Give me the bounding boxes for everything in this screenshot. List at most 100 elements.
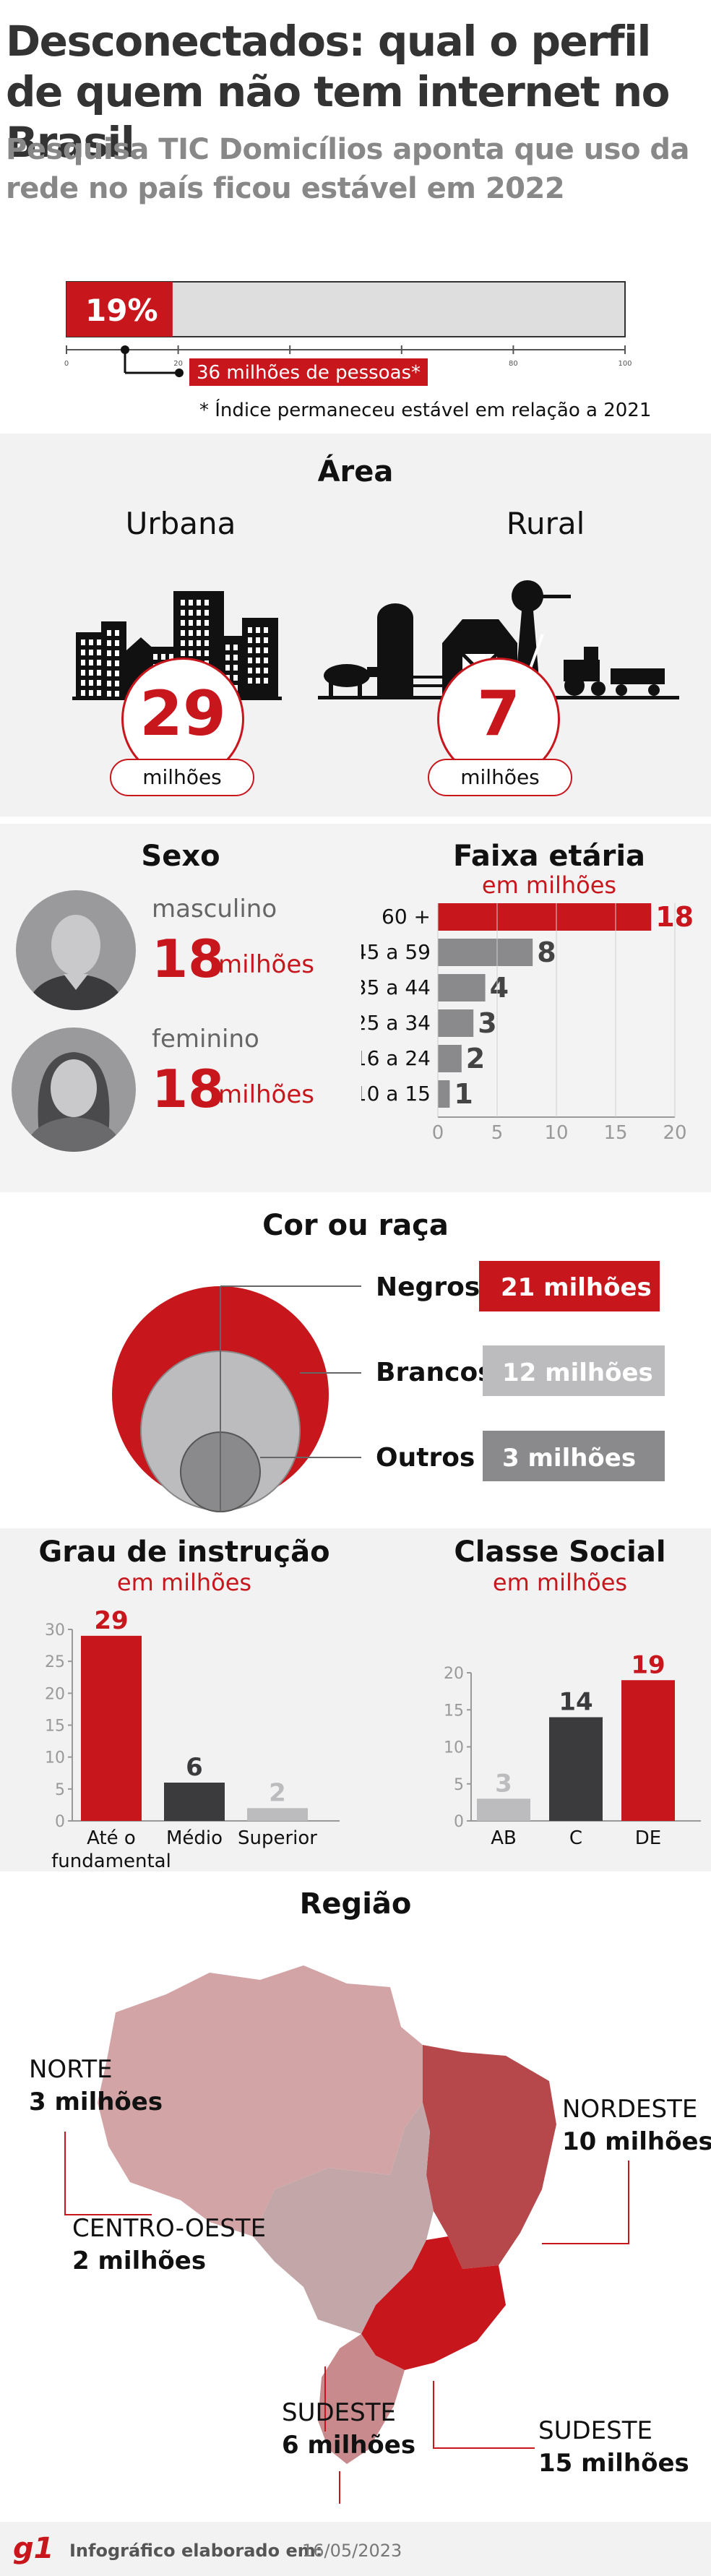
classe-category-label: C: [569, 1827, 582, 1849]
overall-tick-label: 0: [64, 360, 69, 368]
female-unit: milhões: [218, 1080, 314, 1109]
overall-tick-label: 100: [618, 360, 632, 368]
classe-bar: [477, 1799, 530, 1821]
people-label: 36 milhões de pessoas*: [197, 362, 421, 384]
map-region-nordeste: [423, 2045, 556, 2269]
regiao-name-nordeste: NORDESTE: [562, 2095, 697, 2124]
cor-badge-outros: [483, 1431, 665, 1481]
female-label: feminino: [152, 1025, 259, 1054]
area-title: Área: [317, 455, 394, 488]
faixa-category-label: 60 +: [382, 905, 431, 929]
grau-classe-section: Grau de instrução em milhões Classe Soci…: [0, 1528, 711, 1871]
cor-badge-brancos: [483, 1345, 665, 1396]
faixa-bar: [438, 903, 652, 931]
faixa-title: Faixa etária: [452, 840, 646, 873]
classe-bar: [621, 1680, 675, 1821]
grau-category-label: fundamental: [51, 1851, 171, 1871]
faixa-value-label: 1: [454, 1078, 473, 1110]
cor-title: Cor ou raça: [262, 1209, 449, 1242]
grau-category-label: Superior: [238, 1827, 317, 1849]
area-section: Área Urbana Rural: [0, 434, 711, 817]
grau-value-label: 29: [94, 1606, 128, 1635]
footer: g1 Infográfico elaborado em: 16/05/2023: [0, 2522, 711, 2576]
classe-category-label: DE: [635, 1827, 661, 1849]
grau-title: Grau de instrução: [38, 1535, 330, 1569]
faixa-category-label: 16 a 24: [361, 1046, 431, 1070]
grau-tick-label: 5: [55, 1781, 65, 1799]
grau-bar: [247, 1808, 308, 1821]
sexo-faixa-section: Sexo masculino 18 milhões feminino 18 mi…: [0, 824, 711, 1192]
map-region-centro-oeste: [253, 2103, 434, 2334]
regiao-value-sul: 6 milhões: [282, 2431, 415, 2460]
cor-label-negros: Negros: [376, 1272, 480, 1302]
cor-chart: Negros 21 milhões Brancos 12 milhões Out…: [112, 1261, 665, 1512]
overall-bar-chart: 19% 020406080100 36 milhões de pessoas* …: [64, 281, 651, 421]
faixa-bar: [438, 939, 533, 966]
regiao-name-sul: SUDESTE: [282, 2398, 396, 2427]
map-region-sudeste: [361, 2236, 506, 2370]
classe-tick-label: 0: [454, 1813, 464, 1831]
regiao-title: Região: [299, 1887, 412, 1921]
grau-category-label: Médio: [166, 1827, 223, 1849]
female-avatar-icon: [12, 1028, 136, 1152]
urban-unit: milhões: [110, 759, 254, 796]
faixa-category-label: 10 a 15: [361, 1082, 431, 1106]
male-value: 18: [152, 929, 225, 989]
grau-value-label: 2: [269, 1778, 286, 1807]
faixa-category-label: 45 a 59: [361, 940, 431, 964]
female-value: 18: [152, 1059, 225, 1119]
cor-value-outros: 3 milhões: [502, 1444, 636, 1473]
rural-unit: milhões: [428, 759, 572, 796]
overall-percent-label: 19%: [85, 293, 158, 328]
people-badge: [189, 358, 428, 386]
regiao-name-norte: NORTE: [29, 2055, 113, 2084]
regiao-value-nordeste: 10 milhões: [562, 2127, 711, 2156]
grau-tick-label: 25: [45, 1653, 65, 1671]
overall-dot: [121, 345, 129, 354]
male-unit: milhões: [218, 950, 314, 979]
regiao-name-sudeste: SUDESTE: [538, 2416, 652, 2445]
faixa-tick-label: 15: [603, 1122, 627, 1144]
regiao-value-norte: 3 milhões: [29, 2088, 163, 2116]
footer-date: 16/05/2023: [302, 2541, 402, 2561]
faixa-tick-label: 10: [544, 1122, 568, 1144]
page-subtitle: Pesquisa TIC Domicílios aponta que uso d…: [6, 133, 689, 205]
overall-bar-fill: [66, 282, 173, 337]
cor-label-outros: Outros: [376, 1443, 475, 1473]
regiao-name-centro-oeste: CENTRO-OESTE: [72, 2214, 266, 2243]
male-label: masculino: [152, 895, 277, 923]
grau-value-label: 6: [186, 1753, 203, 1782]
faixa-value-label: 4: [490, 972, 509, 1004]
overall-tick-label: 20: [173, 360, 183, 368]
faixa-tick-label: 20: [663, 1122, 686, 1144]
classe-category-label: AB: [491, 1827, 517, 1849]
faixa-tick-label: 0: [432, 1122, 444, 1144]
page-title: Desconectados: qual o perfil de quem não…: [6, 17, 671, 167]
grau-tick-label: 0: [55, 1813, 65, 1831]
map-region-norte: [98, 1965, 423, 2236]
brazil-map: NORTE 3 milhões NORDESTE 10 milhões CENT…: [29, 1965, 711, 2504]
classe-value-label: 14: [559, 1688, 592, 1717]
grau-tick-label: 20: [45, 1685, 65, 1703]
grau-subtitle: em milhões: [116, 1569, 252, 1596]
cor-value-negros: 21 milhões: [501, 1273, 652, 1302]
grau-bar: [81, 1635, 142, 1821]
faixa-bar: [438, 1009, 474, 1037]
cor-value-brancos: 12 milhões: [502, 1358, 653, 1387]
male-avatar-icon: [16, 890, 136, 1010]
overall-note: * Índice permaneceu estável em relação a…: [199, 398, 651, 421]
faixa-tick-label: 5: [491, 1122, 504, 1144]
faixa-value-label: 8: [537, 936, 556, 968]
grau-tick-label: 30: [45, 1621, 65, 1640]
classe-tick-label: 20: [444, 1665, 464, 1683]
classe-value-label: 3: [495, 1769, 512, 1798]
grau-category-label: Até o: [87, 1827, 136, 1849]
cor-section: Cor ou raça Negros 21 milhões Brancos 12…: [0, 1196, 711, 1528]
footer-label: Infográfico elaborado em:: [69, 2541, 323, 2561]
classe-subtitle: em milhões: [492, 1569, 628, 1596]
overall-dot: [175, 369, 184, 377]
faixa-category-label: 35 a 44: [361, 975, 431, 999]
cor-label-brancos: Brancos: [376, 1358, 494, 1387]
classe-tick-label: 5: [454, 1776, 464, 1794]
